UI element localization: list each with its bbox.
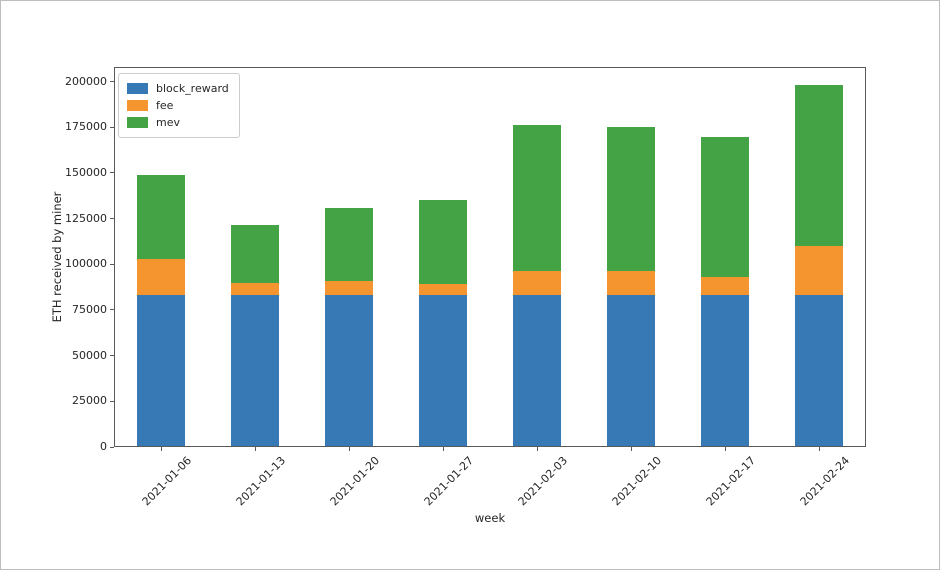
bar-segment-mev <box>607 126 655 271</box>
bar-segment-mev <box>513 125 561 271</box>
bar-segment-fee <box>795 245 843 295</box>
legend-swatch-icon <box>127 117 148 128</box>
x-tick-mark <box>724 447 726 451</box>
bar-segment-fee <box>513 270 561 295</box>
x-tick-mark <box>818 447 820 451</box>
x-tick-label: 2021-02-24 <box>797 454 853 509</box>
y-tick-label: 25000 <box>72 394 107 408</box>
bar-segment-block_reward <box>795 294 843 447</box>
bar-segment-fee <box>231 283 279 295</box>
bar-segment-mev <box>231 225 279 284</box>
x-tick-mark <box>254 447 256 451</box>
x-tick-mark <box>442 447 444 451</box>
y-tick-label: 75000 <box>72 302 107 316</box>
x-tick-mark <box>348 447 350 451</box>
bar-segment-fee <box>325 280 373 295</box>
y-tick-mark <box>110 218 114 220</box>
bar-segment-fee <box>701 277 749 295</box>
legend-entry-fee: fee <box>127 97 229 114</box>
bar-segment-fee <box>607 270 655 295</box>
y-tick-label: 200000 <box>65 74 107 88</box>
legend-label: block_reward <box>156 82 229 95</box>
bar-segment-mev <box>325 207 373 281</box>
legend-swatch-icon <box>127 100 148 111</box>
y-tick-mark <box>110 309 114 311</box>
legend-entry-block_reward: block_reward <box>127 80 229 97</box>
x-axis-title: week <box>474 511 506 525</box>
y-tick-label: 150000 <box>65 165 107 179</box>
y-tick-mark <box>110 355 114 357</box>
y-tick-mark <box>110 400 114 402</box>
legend-label: fee <box>156 99 174 112</box>
bar-segment-mev <box>795 84 843 246</box>
y-tick-mark <box>110 81 114 83</box>
y-tick-mark <box>110 263 114 265</box>
y-tick-label: 0 <box>100 440 107 453</box>
x-tick-label: 2021-01-20 <box>327 454 383 509</box>
bar-segment-block_reward <box>419 294 467 447</box>
bar-segment-fee <box>137 258 185 295</box>
x-tick-label: 2021-02-10 <box>609 454 665 509</box>
bar-segment-block_reward <box>325 294 373 447</box>
y-tick-label: 50000 <box>72 348 107 362</box>
bar-segment-block_reward <box>137 294 185 447</box>
y-tick-mark <box>110 446 114 448</box>
bar-segment-mev <box>701 136 749 278</box>
x-tick-mark <box>160 447 162 451</box>
y-tick-label: 125000 <box>65 211 107 225</box>
bar-segment-fee <box>419 283 467 295</box>
bar-segment-block_reward <box>513 294 561 447</box>
y-tick-mark <box>110 126 114 128</box>
x-tick-label: 2021-02-03 <box>515 454 571 509</box>
bar-segment-mev <box>137 174 185 259</box>
y-tick-label: 100000 <box>65 257 107 271</box>
legend-label: mev <box>156 116 180 129</box>
legend-swatch-icon <box>127 83 148 94</box>
bar-segment-block_reward <box>701 294 749 447</box>
x-tick-label: 2021-02-17 <box>703 454 759 509</box>
bar-segment-mev <box>419 200 467 284</box>
x-tick-label: 2021-01-06 <box>139 454 195 509</box>
y-tick-mark <box>110 172 114 174</box>
bar-segment-block_reward <box>231 294 279 447</box>
legend-entry-mev: mev <box>127 114 229 131</box>
x-tick-label: 2021-01-27 <box>421 454 477 509</box>
x-tick-label: 2021-01-13 <box>233 454 289 509</box>
x-tick-mark <box>536 447 538 451</box>
x-tick-mark <box>630 447 632 451</box>
y-axis-title: ETH received by miner <box>50 191 64 323</box>
bar-segment-block_reward <box>607 294 655 447</box>
y-tick-label: 175000 <box>65 120 107 134</box>
